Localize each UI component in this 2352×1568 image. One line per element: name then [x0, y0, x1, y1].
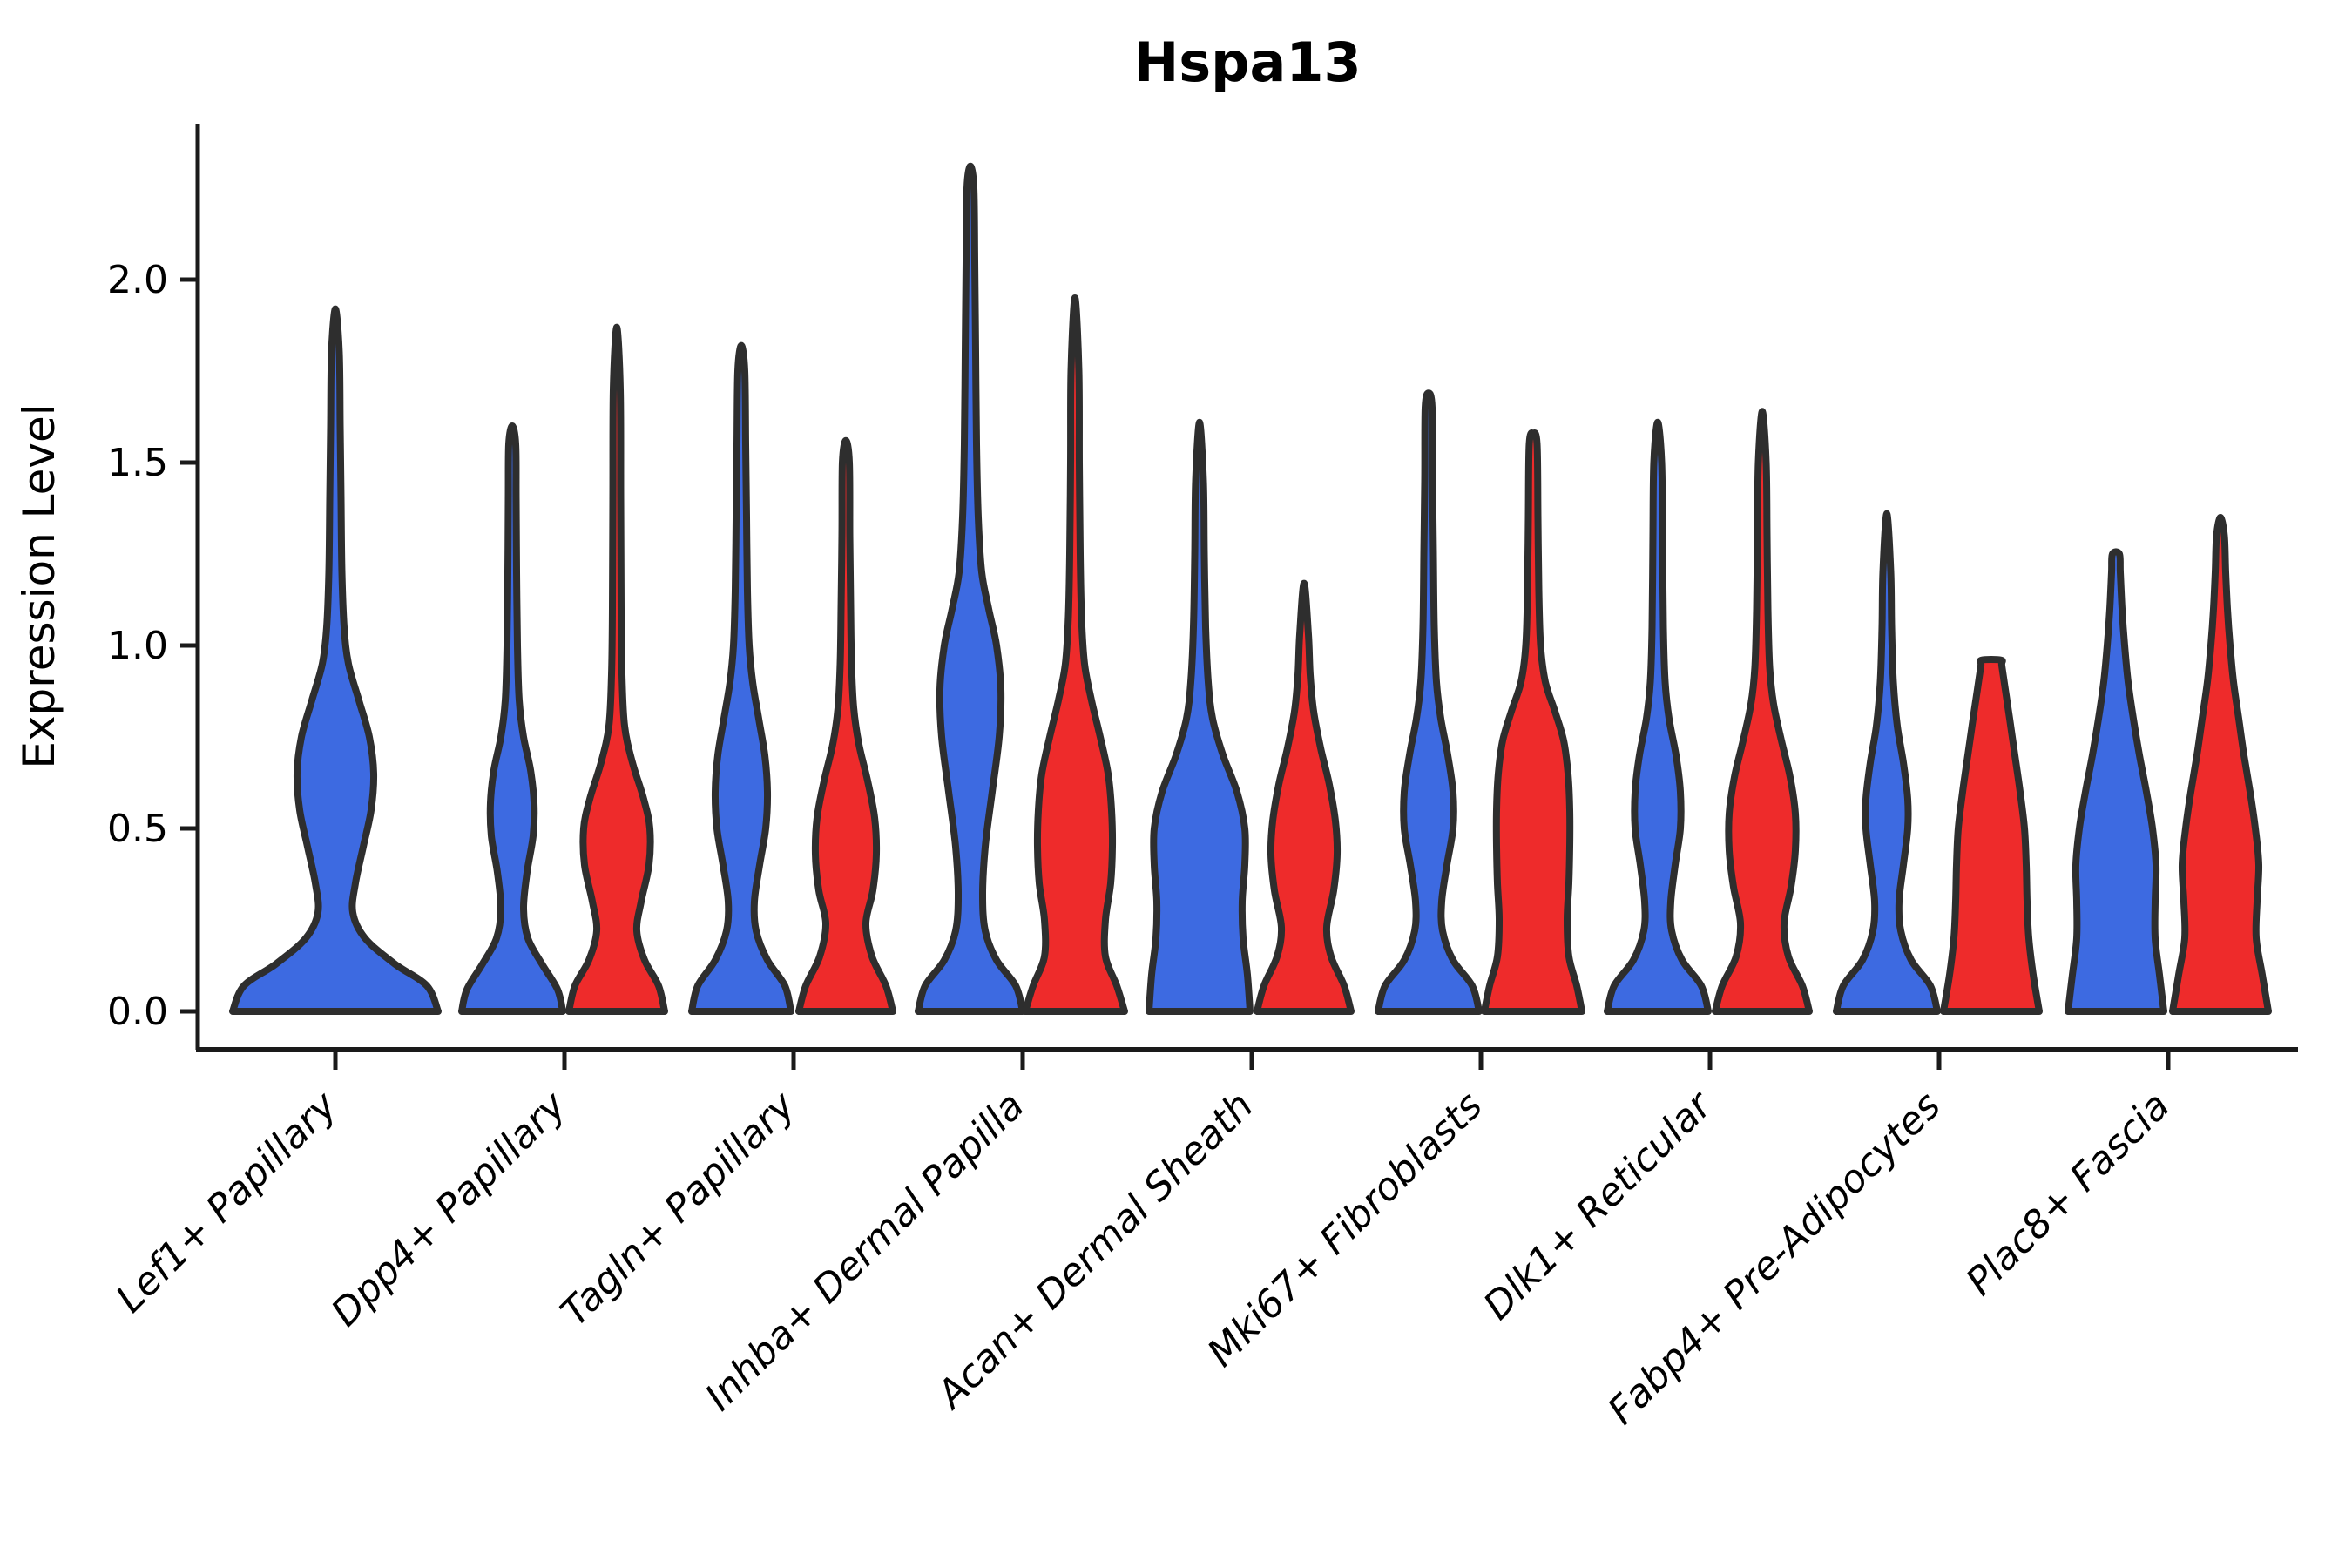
violin-tagln-papillary-red [795, 436, 896, 1015]
violin-dpp4-papillary-red [565, 323, 668, 1015]
x-tick-label-plac8-fascia: Plac8+ Fascia [1957, 1084, 2178, 1304]
y-tick-label-2.0: 2.0 [107, 258, 168, 302]
violin-tagln-papillary-blue [688, 341, 794, 1015]
y-axis-label: Expression Level [14, 403, 64, 768]
x-tick-label-lef1-papillary: Lef1+ Papillary [108, 1083, 347, 1321]
violin-inhba-dermal-papilla-red [1022, 294, 1128, 1015]
violin-dlk1-reticular-blue [1604, 418, 1712, 1015]
violin-fabp4-pre-adipocytes-red [1940, 656, 2043, 1015]
x-tick-label-dlk1-reticular: Dlk1+ Reticular [1475, 1082, 1721, 1328]
violin-dpp4-papillary-blue [458, 422, 566, 1015]
violin-mki67-fibroblasts-red [1481, 429, 1585, 1015]
x-tick-label-tagln-papillary: Tagln+ Papillary [552, 1083, 804, 1335]
violin-dlk1-reticular-red [1712, 408, 1813, 1015]
violin-mki67-fibroblasts-blue [1375, 389, 1483, 1015]
y-tick-label-0.5: 0.5 [107, 807, 168, 851]
violin-plac8-fascia-blue [2065, 548, 2167, 1015]
violin-acan-dermal-sheath-red [1254, 579, 1355, 1015]
violin-lef1-papillary-blue [229, 305, 442, 1015]
violin-acan-dermal-sheath-blue [1146, 418, 1254, 1015]
y-tick-label-1.5: 1.5 [107, 441, 168, 485]
violin-plac8-fascia-red [2169, 514, 2272, 1015]
x-tick-label-dpp4-papillary: Dpp4+ Papillary [323, 1083, 576, 1335]
violin-group [229, 162, 2272, 1015]
y-tick-label-1.0: 1.0 [107, 624, 168, 668]
y-tick-label-0.0: 0.0 [107, 990, 168, 1034]
violin-fabp4-pre-adipocytes-blue [1833, 510, 1941, 1015]
chart-title: Hspa13 [1133, 30, 1361, 94]
violin-inhba-dermal-papilla-blue [915, 162, 1026, 1015]
